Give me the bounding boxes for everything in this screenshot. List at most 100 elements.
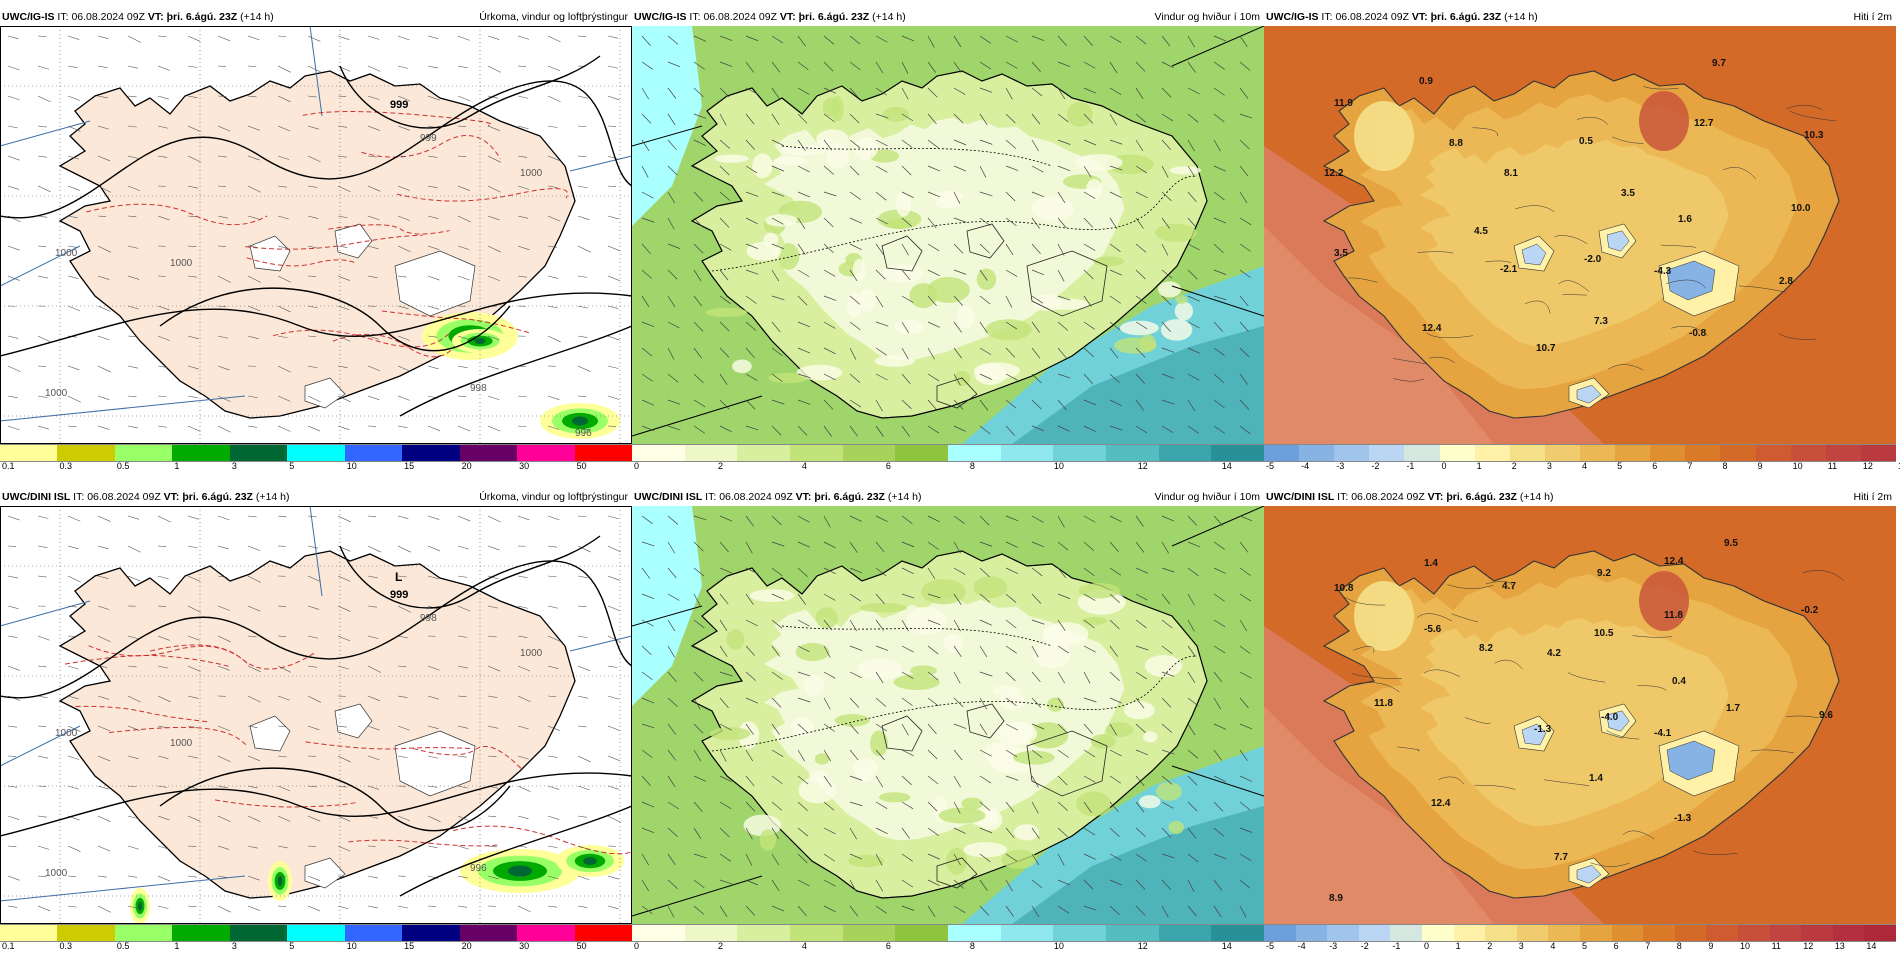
vt-label: VT:	[796, 491, 812, 503]
temperature-value: -4.3	[1654, 266, 1672, 277]
colorbar-swatch	[1211, 925, 1264, 941]
colorbar-swatch	[1548, 925, 1580, 941]
colorbar-tick-label: -5	[1266, 461, 1274, 471]
temperature-value: 11.8	[1664, 610, 1683, 621]
colorbar-swatch	[1510, 445, 1545, 461]
valid-time: þri. 6.ágú. 23Z	[814, 491, 885, 503]
temperature-value: -2.1	[1500, 264, 1518, 275]
run-info: UWC/IG-IS IT: 06.08.2024 09Z VT: þri. 6.…	[1266, 8, 1538, 26]
colorbar-swatch	[402, 925, 459, 941]
temperature-value: 10.5	[1594, 628, 1614, 639]
colorbar-swatch	[948, 445, 1001, 461]
colorbar-swatch	[1685, 445, 1720, 461]
colorbar-swatch	[1264, 925, 1296, 941]
colorbar-tick-label: 15	[404, 461, 414, 471]
colorbar-swatch	[287, 925, 344, 941]
temperature-value: 11.9	[1334, 98, 1353, 109]
colorbar-swatch	[1580, 925, 1612, 941]
colorbar-swatch	[0, 925, 57, 941]
colorbar-swatch	[1211, 445, 1264, 461]
temperature-value: 8.8	[1449, 138, 1463, 149]
vt-label: VT:	[1412, 11, 1428, 23]
low-pressure-value: 999	[390, 99, 408, 111]
valid-time: þri. 6.ágú. 23Z	[182, 491, 253, 503]
colorbar-swatch	[230, 445, 287, 461]
colorbar-tick-label: 0	[1442, 461, 1447, 471]
colorbar-swatch	[843, 925, 896, 941]
colorbar-swatch	[632, 445, 685, 461]
colorbar-swatch	[1720, 445, 1755, 461]
panel-title: Hiti í 2m	[1853, 488, 1892, 506]
colorbar-swatch	[1334, 445, 1369, 461]
vt-label: VT:	[1428, 491, 1444, 503]
low-pressure-value: 999	[390, 589, 408, 601]
colorbar-tick-label: 12	[1138, 461, 1148, 471]
model-name: UWC/DINI ISL	[2, 491, 70, 503]
init-time: 06.08.2024 09Z	[1335, 11, 1409, 23]
run-info: UWC/IG-IS IT: 06.08.2024 09Z VT: þri. 6.…	[634, 8, 906, 26]
colorbar-swatch	[1359, 925, 1391, 941]
colorbar-swatch	[790, 445, 843, 461]
colorbar-swatch	[1001, 445, 1054, 461]
isobar-label: 1000	[45, 868, 68, 879]
colorbar-swatch	[895, 445, 948, 461]
colorbar-tick-label: 1	[1477, 461, 1482, 471]
temperature-value: 8.2	[1479, 643, 1493, 654]
colorbar-swatch	[1296, 925, 1328, 941]
colorbar-tick-label: 20	[462, 461, 472, 471]
colorbar-tick-label: 30	[519, 461, 529, 471]
colorbar-tick-label: -3	[1336, 461, 1344, 471]
init-time: 06.08.2024 09Z	[703, 11, 777, 23]
it-label: IT:	[57, 11, 68, 23]
colorbar-tick-label: 8	[970, 461, 975, 471]
lead-time: (+14 h)	[256, 491, 290, 503]
temperature-value: 9.6	[1819, 710, 1833, 721]
colorbar-swatch	[1612, 925, 1644, 941]
model-name: UWC/IG-IS	[2, 11, 55, 23]
vt-label: VT:	[148, 11, 164, 23]
temperature-value: 0.9	[1419, 76, 1433, 87]
model-name: UWC/IG-IS	[634, 11, 687, 23]
isobar-label: 998	[470, 383, 487, 394]
temperature-value: 10.3	[1804, 130, 1824, 141]
colorbar-tick-label: 3	[1547, 461, 1552, 471]
panel-wind-igis: UWC/IG-IS IT: 06.08.2024 09Z VT: þri. 6.…	[632, 8, 1264, 473]
panel-temp-igis: UWC/IG-IS IT: 06.08.2024 09Z VT: þri. 6.…	[1264, 8, 1896, 473]
isobar-label: 998	[420, 613, 437, 624]
valid-time: þri. 6.ágú. 23Z	[167, 11, 238, 23]
map-svg	[632, 26, 1264, 444]
model-name: UWC/DINI ISL	[1266, 491, 1334, 503]
temperature-value: 8.9	[1329, 893, 1343, 904]
temperature-value: 12.4	[1431, 798, 1451, 809]
colorbar-tick-label: 0.5	[117, 461, 130, 471]
colorbar-swatch	[1327, 925, 1359, 941]
colorbar-swatch	[1422, 925, 1454, 941]
colorbar-swatch	[895, 925, 948, 941]
colorbar-swatch	[57, 925, 114, 941]
temperature-value: -1.3	[1534, 724, 1552, 735]
low-pressure-letter: L	[395, 570, 402, 584]
colorbar-swatch	[1299, 445, 1334, 461]
colorbar-swatch	[575, 925, 632, 941]
colorbar-swatch	[1106, 445, 1159, 461]
colorbar-tick-label: 11	[1828, 461, 1837, 471]
model-name: UWC/IG-IS	[1266, 11, 1319, 23]
temperature-value: 4.5	[1474, 226, 1488, 237]
colorbar-swatch	[632, 925, 685, 941]
temperature-value: 2.8	[1779, 276, 1793, 287]
colorbar-tick-label: -1	[1406, 461, 1414, 471]
panel-header: UWC/IG-IS IT: 06.08.2024 09Z VT: þri. 6.…	[0, 8, 632, 26]
colorbar-swatch	[287, 445, 344, 461]
colorbar-tick-label: 3	[232, 461, 237, 471]
colorbar-swatch	[57, 445, 114, 461]
colorbar-swatch	[1001, 925, 1054, 941]
colorbar-swatch	[1545, 445, 1580, 461]
colorbar-tick-label: 5	[1617, 461, 1622, 471]
isobar-label: 1000	[520, 648, 543, 659]
colorbar-tick-label: 5	[289, 461, 294, 471]
